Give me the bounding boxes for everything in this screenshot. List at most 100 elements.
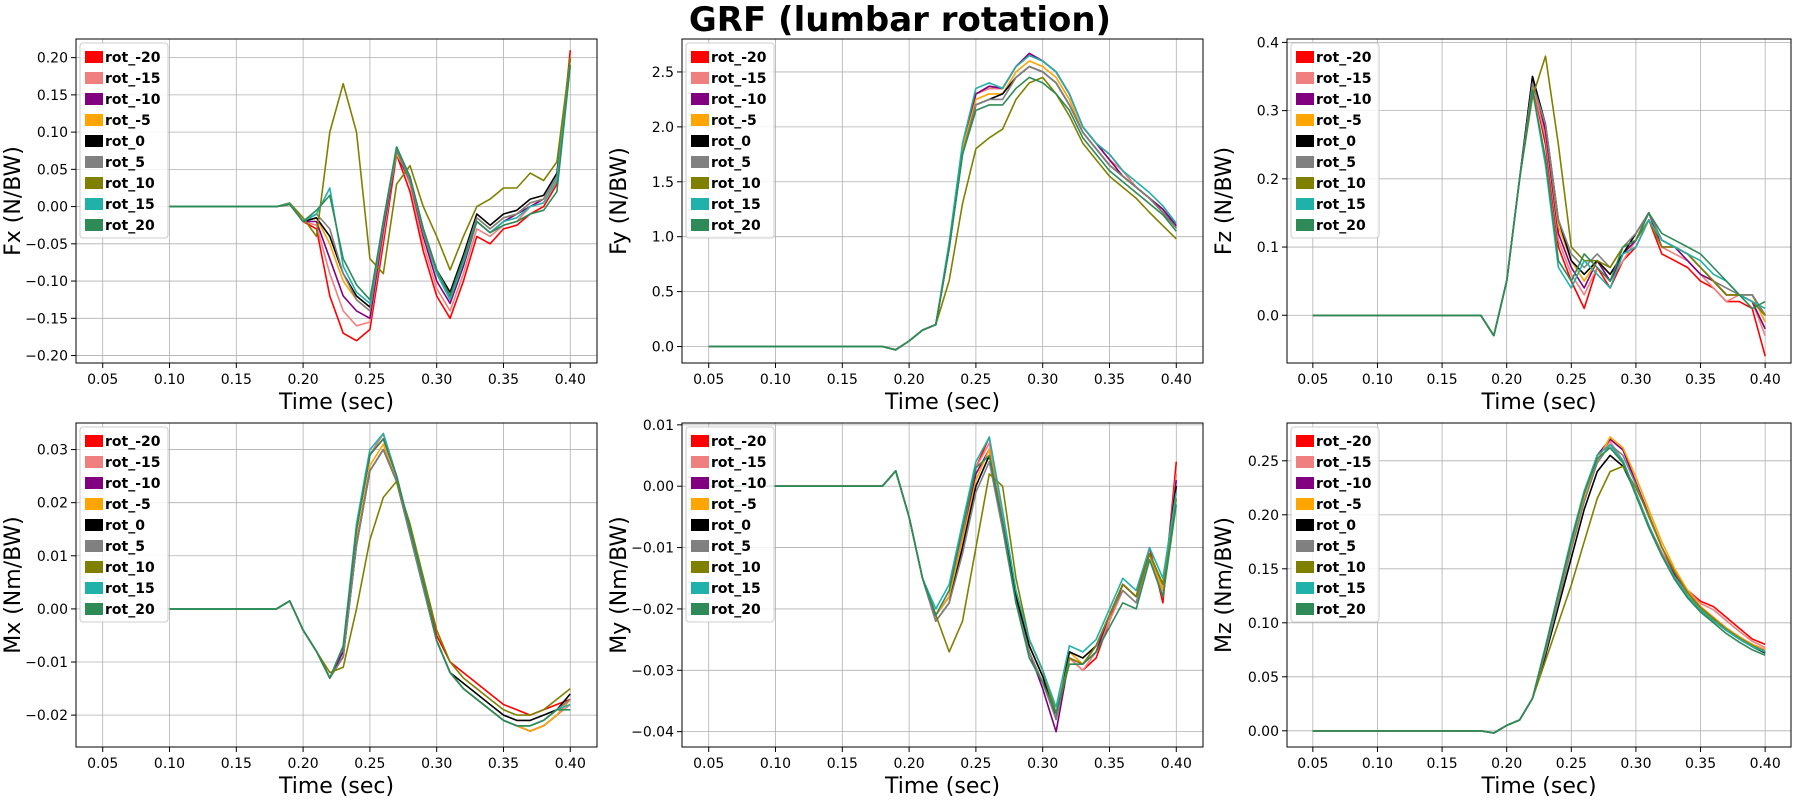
legend-box (685, 426, 775, 623)
legend-swatch (1296, 582, 1314, 594)
y-tick-label: 1.0 (652, 230, 674, 246)
legend-swatch (85, 219, 103, 231)
legend-swatch (85, 435, 103, 447)
y-tick-label: 0.2 (1257, 172, 1279, 188)
legend-label: rot_-5 (105, 113, 151, 129)
legend-label: rot_5 (711, 155, 751, 171)
x-tick-label: 0.25 (1556, 756, 1587, 772)
legend-box (79, 426, 169, 623)
legend-label: rot_10 (1316, 176, 1366, 192)
legend-label: rot_15 (1316, 197, 1366, 213)
x-tick-label: 0.15 (1426, 372, 1457, 388)
legend-label: rot_-10 (1316, 476, 1372, 492)
legend-swatch (691, 519, 709, 531)
legend-swatch (691, 477, 709, 489)
legend-swatch (691, 561, 709, 573)
legend-swatch (1296, 177, 1314, 189)
series-line-rot_20 (708, 454, 1178, 715)
x-tick-label: 0.20 (1491, 372, 1522, 388)
legend-swatch (1296, 114, 1314, 126)
legend-swatch (85, 603, 103, 615)
legend-swatch (1296, 519, 1314, 531)
series-line-rot_10 (169, 57, 572, 275)
figure-title: GRF (lumbar rotation) (688, 0, 1112, 40)
legend-swatch (691, 114, 709, 126)
legend: rot_-20 rot_-15 rot_-10 rot_-5 rot_0 rot_5rot… (79, 426, 169, 623)
legend-swatch (85, 135, 103, 147)
y-tick-label: 0.03 (37, 443, 68, 459)
legend-label: rot_5 (105, 539, 145, 555)
y-axis-label: Mx (Nm/BW) (1, 516, 26, 654)
series-line-rot_-20 (169, 50, 572, 342)
y-tick-label: 0.25 (1248, 454, 1279, 470)
x-tick-label: 0.10 (154, 372, 185, 388)
axes-frame (681, 38, 1204, 364)
legend-swatch (691, 72, 709, 84)
legend: rot_-20 rot_-15 rot_-10 rot_-5 rot_0 rot_5rot… (685, 426, 775, 623)
series-group (169, 50, 572, 342)
y-tick-label: 0.00 (643, 479, 674, 495)
legend-swatch (691, 435, 709, 447)
x-tick-label: 0.25 (960, 756, 991, 772)
legend-swatch (1296, 198, 1314, 210)
legend-label: rot_-20 (711, 50, 767, 66)
x-tick-label: 0.25 (354, 756, 385, 772)
chart-mz: 0.05 0.10 0.15 0.20 0.25 0.30 0.35 0.40 0.00 0.05… (1212, 422, 1792, 799)
legend-label: rot_15 (1316, 581, 1366, 597)
legend-box (1290, 42, 1380, 239)
x-tick-label: 0.35 (1685, 756, 1716, 772)
legend-label: rot_-15 (1316, 455, 1372, 471)
y-tick-label: −0.20 (25, 349, 68, 365)
y-tick-label: 0.10 (37, 125, 68, 141)
y-tick-label: −0.02 (631, 602, 674, 618)
legend-swatch (85, 93, 103, 105)
legend-label: rot_15 (711, 197, 761, 213)
y-tick-label: −0.15 (25, 311, 68, 327)
legend-label: rot_-15 (105, 71, 161, 87)
legend-swatch (691, 156, 709, 168)
y-tick-label: 0.01 (37, 549, 68, 565)
x-tick-label: 0.05 (693, 372, 724, 388)
y-tick-label: 2.0 (652, 120, 674, 136)
chart-fy: 0.05 0.10 0.15 0.20 0.25 0.30 0.35 0.40 0.0 0.5 1.… (607, 38, 1204, 415)
legend-label: rot_15 (105, 197, 155, 213)
legend-label: rot_-5 (1316, 113, 1362, 129)
legend-swatch (85, 156, 103, 168)
x-tick-label: 0.40 (555, 756, 586, 772)
y-tick-label: −0.04 (631, 725, 674, 741)
x-tick-label: 0.35 (1685, 372, 1716, 388)
x-tick-label: 0.40 (1750, 372, 1781, 388)
x-tick-label: 0.15 (1426, 756, 1457, 772)
y-tick-label: 0.02 (37, 496, 68, 512)
legend-label: rot_10 (711, 176, 761, 192)
legend-label: rot_-10 (105, 92, 161, 108)
x-tick-label: 0.05 (1297, 756, 1328, 772)
legend-label: rot_-5 (1316, 497, 1362, 513)
x-tick-label: 0.40 (1161, 756, 1192, 772)
x-tick-label: 0.25 (354, 372, 385, 388)
legend-label: rot_-10 (105, 476, 161, 492)
legend-swatch (85, 540, 103, 552)
legend-label: rot_10 (1316, 560, 1366, 576)
legend-label: rot_20 (105, 218, 155, 234)
legend-swatch (691, 93, 709, 105)
chart-mx: 0.05 0.10 0.15 0.20 0.25 0.30 0.35 0.40 −0.02 −0.… (1, 422, 598, 799)
legend-swatch (691, 177, 709, 189)
legend-label: rot_5 (105, 155, 145, 171)
y-tick-label: 0.05 (37, 162, 68, 178)
series-group (708, 52, 1177, 351)
legend-swatch (1296, 561, 1314, 573)
x-tick-label: 0.20 (894, 756, 925, 772)
x-tick-label: 0.30 (1620, 756, 1651, 772)
x-tick-label: 0.30 (1027, 756, 1058, 772)
legend-label: rot_20 (1316, 602, 1366, 618)
x-axis-label: Time (sec) (1480, 390, 1596, 415)
y-axis-label: Fz (N/BW) (1212, 147, 1237, 255)
legend-swatch (85, 582, 103, 594)
legend-box (1290, 426, 1380, 623)
y-axis-label: Fx (N/BW) (1, 146, 26, 256)
y-tick-label: −0.01 (631, 541, 674, 557)
legend-label: rot_-20 (711, 434, 767, 450)
x-tick-label: 0.30 (1027, 372, 1058, 388)
